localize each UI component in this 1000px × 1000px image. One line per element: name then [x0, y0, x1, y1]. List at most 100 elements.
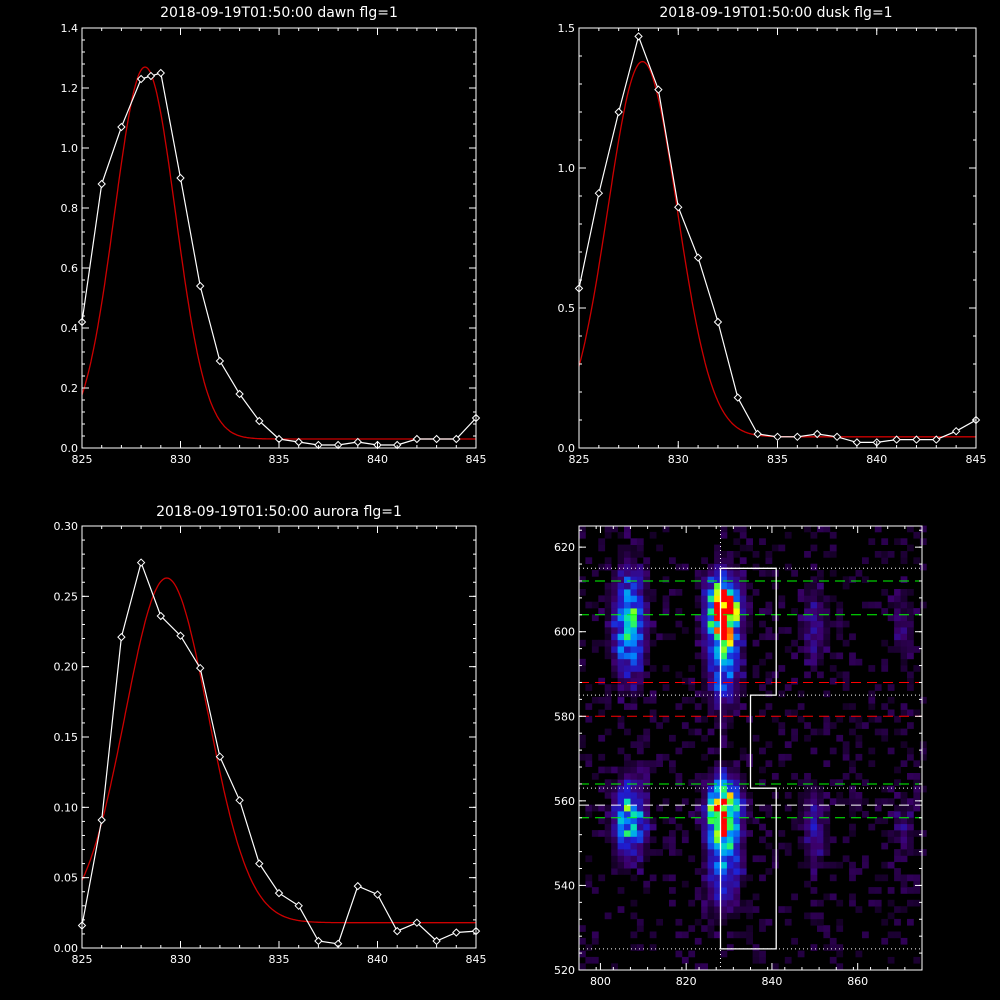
aurora-title: 2018-09-19T01:50:00 aurora flg=1	[156, 504, 402, 520]
heatmap-cell	[675, 950, 683, 958]
heatmap-cell	[720, 627, 728, 634]
heatmap-cell	[894, 830, 901, 837]
heatmap-cell	[739, 633, 747, 641]
heatmap-cell	[643, 589, 651, 596]
heatmap-cell	[720, 861, 728, 869]
heatmap-cell	[688, 696, 696, 704]
heatmap-cell	[855, 722, 863, 729]
heatmap-cell	[630, 849, 638, 856]
heatmap-cell	[714, 677, 721, 685]
y-tick-label: 0.05	[54, 872, 79, 885]
heatmap-cell	[739, 684, 747, 691]
heatmap-cell	[759, 538, 766, 545]
heatmap-cell	[694, 715, 702, 723]
heatmap-cell	[919, 538, 927, 545]
data-point-diamond	[892, 435, 901, 444]
heatmap-cell	[720, 551, 728, 558]
heatmap-cell	[720, 652, 728, 660]
heatmap-cell	[598, 696, 606, 704]
heatmap-cell	[829, 595, 837, 603]
heatmap-cell	[643, 696, 651, 704]
heatmap-cell	[624, 576, 631, 583]
gaussian-fit-line	[82, 577, 476, 924]
heatmap-cell	[887, 646, 895, 653]
heatmap-cell	[662, 633, 670, 641]
data-point-diamond	[215, 356, 225, 366]
heatmap-cell	[836, 627, 844, 634]
heatmap-cell	[817, 614, 824, 622]
heatmap-cell	[907, 671, 914, 679]
heatmap-cell	[868, 696, 876, 704]
heatmap-cell	[714, 646, 721, 653]
heatmap-cell	[617, 576, 625, 583]
heatmap-cell	[913, 899, 921, 907]
heatmap-cell	[636, 671, 644, 679]
heatmap-cell	[694, 614, 702, 622]
heatmap-cell	[733, 620, 741, 628]
heatmap-cell	[900, 811, 908, 818]
heatmap-cell	[739, 899, 747, 907]
heatmap-cell	[855, 658, 863, 666]
heatmap-cell	[643, 817, 651, 825]
heatmap-cell	[624, 798, 631, 805]
heatmap-cell	[907, 887, 914, 894]
heatmap-cell	[707, 608, 715, 615]
heatmap-cell	[598, 830, 606, 837]
y-tick-label: 1.2	[61, 82, 79, 95]
heatmap-cell	[611, 652, 618, 660]
heatmap-cell	[636, 677, 644, 685]
heatmap-cell	[630, 817, 638, 825]
heatmap-cell	[669, 589, 676, 596]
heatmap-cell	[707, 817, 715, 825]
heatmap-cell	[636, 551, 644, 558]
heatmap-cell	[669, 836, 676, 844]
heatmap-cell	[630, 665, 638, 672]
heatmap-cell	[611, 785, 618, 793]
data-point-diamond	[195, 663, 205, 673]
heatmap-cell	[643, 798, 651, 805]
heatmap-cell	[681, 830, 689, 837]
heatmap-cell	[720, 570, 728, 577]
heatmap-cell	[804, 608, 811, 615]
heatmap-cell	[739, 861, 747, 869]
heatmap-cell	[630, 931, 638, 939]
heatmap-cell	[643, 658, 651, 666]
data-point-diamond	[932, 435, 941, 444]
heatmap-cell	[656, 633, 663, 641]
heatmap-cell	[707, 601, 715, 609]
heatmap-cell	[791, 734, 798, 742]
heatmap-cell	[900, 620, 908, 628]
heatmap-cell	[649, 709, 657, 717]
heatmap-cell	[913, 531, 921, 539]
y-tick-label: 520	[554, 964, 575, 977]
heatmap-cell	[611, 836, 618, 844]
heatmap-cell	[649, 696, 657, 704]
data-point-diamond	[97, 179, 106, 189]
heatmap-cell	[900, 709, 908, 717]
heatmap-cell	[617, 601, 625, 609]
heatmap-cell	[720, 671, 728, 679]
heatmap-cell	[714, 855, 721, 863]
heatmap-cell	[900, 855, 908, 863]
heatmap-cell	[611, 849, 618, 856]
heatmap-cell	[752, 855, 760, 863]
heatmap-cell	[604, 582, 612, 590]
heatmap-cell	[701, 715, 708, 723]
heatmap-cell	[784, 842, 792, 850]
heatmap-cell	[887, 614, 895, 622]
data-point-diamond	[255, 859, 264, 868]
heatmap-cell	[862, 855, 869, 863]
heatmap-cell	[662, 874, 670, 882]
heatmap-cell	[707, 899, 715, 907]
heatmap-cell	[720, 665, 728, 672]
heatmap-cell	[726, 608, 734, 615]
heatmap-cell	[694, 918, 702, 926]
heatmap-cell	[810, 811, 818, 818]
heatmap-cell	[817, 811, 824, 818]
heatmap-cell	[617, 842, 625, 850]
heatmap-cell	[611, 963, 618, 970]
heatmap-cell	[907, 627, 914, 634]
heatmap-cell	[829, 665, 837, 672]
heatmap-cell	[855, 741, 863, 748]
